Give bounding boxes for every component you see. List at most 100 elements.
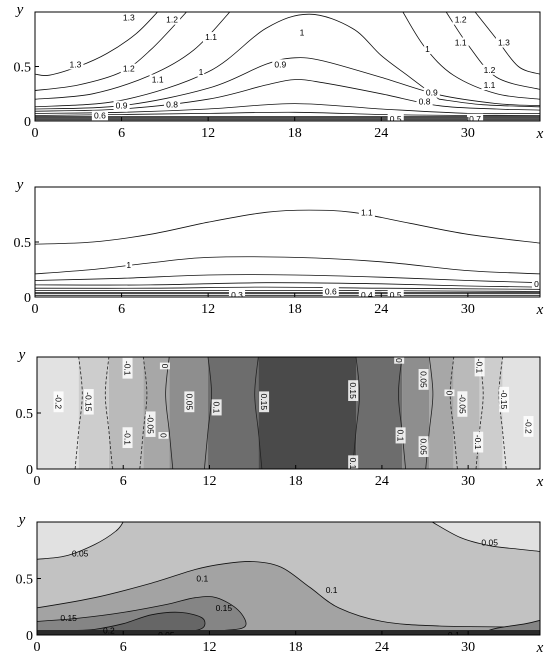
contour-label: 0 [444,389,455,397]
contour-label: 0.15 [216,603,233,613]
contour-line [438,98,540,108]
x-tick-label: 30 [461,640,475,655]
y-tick-label: 0 [24,291,31,306]
y-tick-label: 0 [26,629,33,644]
contour-line [352,357,361,469]
contour-label: 0.1 [326,585,338,595]
contour-label: 0.1 [196,574,208,584]
contour-band [356,357,403,469]
x-tick-label: 24 [375,474,389,489]
contour-label: 0.6 [91,110,108,121]
contour-label-text: -0.2 [524,419,534,434]
contour-label-text: 0.1 [196,574,208,584]
contour-line [402,12,540,100]
contour-band [169,357,209,469]
x-tick-label: 24 [374,302,388,317]
contour-label-text: 1.2 [455,15,467,25]
x-tick-label: 30 [461,126,475,141]
contour-band [479,357,503,469]
contour-line [165,357,174,469]
x-axis-label: x [536,126,544,142]
contour-label: 0.5 [387,289,404,300]
contour-label-text: 0.9 [274,59,286,69]
contour-label: 0.7 [467,113,484,121]
contour-band [429,357,454,469]
contour-label-text: 1 [425,44,430,54]
contour-label: 1.3 [495,37,512,48]
x-axis-label: x [536,474,544,490]
contour-label: 0.05 [418,368,429,390]
x-tick-label: 6 [120,640,127,655]
x-tick-label: 18 [289,640,303,655]
contour-label-text: 0.8 [166,100,178,110]
contour-label-text: -0.1 [123,361,133,376]
y-tick-label: 0.5 [14,236,32,251]
contour-region [432,522,540,552]
contour-label: 0.15 [259,391,270,413]
contour-label: 1.3 [67,59,84,70]
contour-label-text: 0.9 [426,88,438,98]
x-tick-label: 0 [34,640,41,655]
contour-line [35,13,440,108]
contour-label: 1 [298,27,306,38]
contour-label-text: 0.8 [419,96,431,106]
contour-label: 0.15 [348,380,359,402]
contour-label: 0.05 [72,549,89,559]
contour-label: 0.2 [103,625,115,635]
contour-label: 0.5 [387,113,404,121]
contour-label-text: 1.1 [361,207,373,217]
plot-area: 0.05 0.05 0.1 0.1 0.15 0.15 0.2 0.05 0.1 [37,522,540,640]
contour-label-text: 0.5 [390,290,402,300]
contour-label: -0.1 [122,357,133,379]
contour-label-text: 0.1 [326,585,338,595]
contour-label-text: 1 [126,260,131,270]
contour-label-text: 1.1 [205,32,217,42]
contour-label: 0.05 [184,391,195,413]
contour-label-text: 1.3 [498,38,510,48]
contour-label: 1.2 [164,14,181,25]
contour-line [35,274,540,284]
contour-label: -0.15 [499,386,510,413]
x-tick-label: 24 [374,126,388,141]
contour-label: 1.2 [481,64,498,75]
contour-label: 0.9 [423,87,440,98]
contour-label-text: 0.15 [60,613,77,623]
contour-line [498,357,507,469]
x-tick-label: 30 [461,302,475,317]
y-tick-label: 0 [26,463,33,478]
contour-label-text: 1.2 [484,65,496,75]
contour-label: 0.1 [348,455,359,469]
contour-label: 0.1 [448,630,460,640]
x-tick-label: 30 [461,474,475,489]
contour-label-text: 0.15 [348,382,358,399]
x-tick-label: 18 [289,474,303,489]
contour-line [445,12,540,90]
contour-label: 0 [394,357,405,364]
contour-label-text: 0 [444,390,454,395]
contour-line [204,357,213,469]
contour-label: -0.1 [473,431,484,453]
contour-label-text: 0.05 [481,537,498,547]
contour-label-text: 0.05 [184,394,194,411]
x-tick-label: 0 [32,126,39,141]
contour-label-text: 1 [199,67,204,77]
contour-label-text: 1.1 [455,38,467,48]
contour-label: 1.1 [202,32,220,43]
y-axis-label: y [15,2,24,18]
x-tick-label: 6 [120,474,127,489]
contour-label: 1.1 [452,37,469,48]
contour-label: 0.6 [322,286,339,297]
contour-label: 1 [197,66,205,77]
x-tick-label: 0 [32,302,39,317]
contour-label: 0.05 [481,537,498,547]
plot-area: 1.1 1 0.3 0.6 0.4 0.5 0.9 [35,207,540,300]
contour-label-text: 0.1 [448,630,460,640]
contour-label-text: 0.05 [158,630,175,640]
contour-label: 0.1 [211,399,222,416]
contour-label: 0 [158,432,169,439]
contour-band [502,357,540,469]
contour-label-text: 0 [158,433,168,438]
contour-label-text: 1.2 [166,15,178,25]
